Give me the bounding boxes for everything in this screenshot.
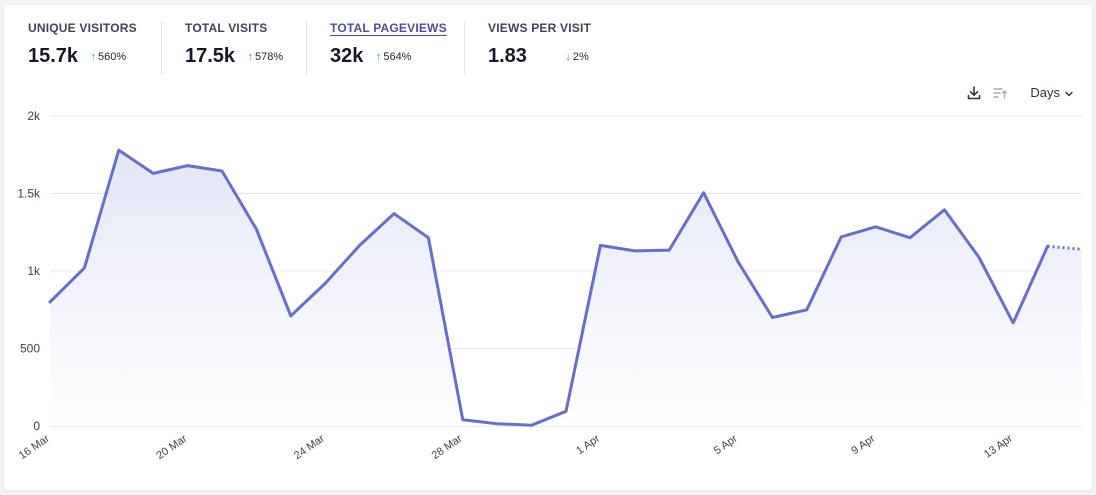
data-point[interactable] — [1044, 242, 1052, 250]
metric-change: ↑ 560% — [90, 50, 127, 63]
metric-label: VIEWS PER VISIT — [488, 21, 592, 35]
metric-change: ↓ 2% — [565, 50, 589, 63]
sort-icon — [993, 88, 1008, 99]
y-tick-label: 0 — [33, 419, 40, 433]
data-point[interactable] — [459, 416, 467, 424]
metric-value: 17.5k — [185, 45, 236, 67]
metric-value: 1.83 — [488, 45, 527, 67]
metric-total-visits[interactable]: TOTAL VISITS 17.5k ↑ 578% — [185, 21, 283, 77]
data-point[interactable] — [1078, 245, 1086, 253]
chevron-down-icon — [1065, 91, 1073, 96]
arrow-up-icon: ↑ — [375, 50, 382, 63]
arrow-up-icon: ↑ — [247, 50, 254, 63]
x-tick-label: 20 Mar — [154, 432, 189, 462]
data-point[interactable] — [837, 233, 845, 241]
data-point[interactable] — [46, 298, 54, 306]
metric-label: UNIQUE VISITORS — [28, 21, 137, 35]
data-point[interactable] — [149, 169, 157, 177]
area-fill — [50, 150, 1082, 426]
metrics-row: UNIQUE VISITORS 15.7k ↑ 560% TOTAL VISITS… — [4, 5, 644, 85]
x-tick-label: 13 Apr — [982, 432, 1015, 460]
y-tick-label: 1.5k — [17, 187, 41, 201]
visitors-chart-card: UNIQUE VISITORS 15.7k ↑ 560% TOTAL VISITS… — [4, 5, 1092, 490]
metric-unique-visitors[interactable]: UNIQUE VISITORS 15.7k ↑ 560% — [28, 21, 137, 77]
metric-change: ↑ 578% — [247, 50, 284, 63]
metric-value: 32k — [330, 45, 364, 67]
metric-divider — [306, 21, 307, 75]
x-tick-label: 9 Apr — [849, 432, 877, 457]
data-point[interactable] — [424, 234, 432, 242]
series-line-partial — [1047, 244, 1083, 251]
data-point[interactable] — [596, 241, 604, 249]
metric-views-per-visit[interactable]: VIEWS PER VISIT 1.83 ↓ 2% — [488, 21, 591, 77]
data-point[interactable] — [803, 306, 811, 314]
data-point[interactable] — [287, 312, 295, 320]
compare-button[interactable] — [990, 83, 1010, 103]
data-point[interactable] — [356, 241, 364, 249]
data-point[interactable] — [906, 234, 914, 242]
data-point[interactable] — [218, 167, 226, 175]
metric-label: TOTAL PAGEVIEWS — [330, 21, 447, 35]
data-point[interactable] — [528, 421, 536, 429]
x-tick-label: 24 Mar — [292, 432, 327, 462]
y-tick-label: 500 — [20, 342, 40, 356]
download-icon — [967, 86, 981, 100]
data-point[interactable] — [562, 407, 570, 415]
data-point[interactable] — [734, 258, 742, 266]
data-point[interactable] — [493, 420, 501, 428]
data-point[interactable] — [768, 314, 776, 322]
metric-divider — [161, 21, 162, 75]
series-line — [48, 148, 1050, 427]
data-point[interactable] — [80, 264, 88, 272]
data-point[interactable] — [321, 279, 329, 287]
data-point[interactable] — [665, 246, 673, 254]
chart-toolbar: Days — [964, 83, 1074, 103]
data-point[interactable] — [940, 206, 948, 214]
data-point[interactable] — [184, 162, 192, 170]
data-point[interactable] — [390, 210, 398, 218]
data-point[interactable] — [872, 223, 880, 231]
download-button[interactable] — [964, 83, 984, 103]
y-tick-label: 2k — [27, 109, 41, 123]
pageviews-area-chart: 0 500 1k 1.5k 2k 16 Mar 20 Mar 24 Mar 28 Mar 1 A… — [17, 109, 1086, 462]
metric-label: TOTAL VISITS — [185, 21, 268, 35]
x-tick-label: 16 Mar — [17, 432, 52, 462]
data-point[interactable] — [1009, 319, 1017, 327]
data-point[interactable] — [975, 253, 983, 261]
arrow-up-icon: ↑ — [90, 50, 97, 63]
x-tick-label: 5 Apr — [712, 432, 740, 457]
metric-change: ↑ 564% — [375, 50, 412, 63]
y-tick-label: 1k — [27, 264, 41, 278]
arrow-down-icon: ↓ — [565, 50, 571, 63]
metric-divider — [464, 21, 465, 75]
data-point[interactable] — [252, 225, 260, 233]
metric-total-pageviews[interactable]: TOTAL PAGEVIEWS 32k ↑ 564% — [330, 21, 447, 77]
x-tick-label: 1 Apr — [574, 432, 602, 457]
data-point[interactable] — [631, 247, 639, 255]
interval-label: Days — [1030, 85, 1060, 100]
interval-select[interactable]: Days — [1030, 85, 1074, 100]
x-tick-label: 28 Mar — [430, 432, 465, 462]
data-point[interactable] — [700, 189, 708, 197]
metric-value: 15.7k — [28, 45, 79, 67]
data-point[interactable] — [115, 146, 123, 154]
